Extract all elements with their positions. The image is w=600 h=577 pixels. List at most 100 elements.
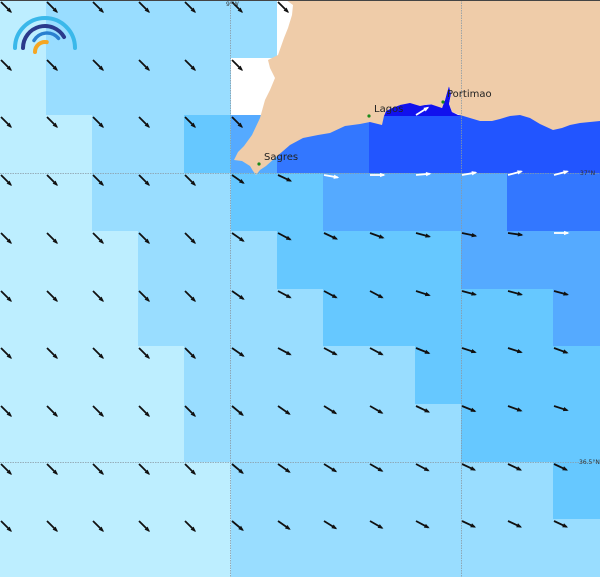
direction-arrow-icon bbox=[554, 230, 570, 236]
grid-cell bbox=[415, 404, 461, 462]
axis-labels: 9°W 37°N 36.5°N bbox=[226, 1, 600, 466]
direction-arrow-icon bbox=[138, 1, 150, 13]
direction-arrow-icon bbox=[323, 463, 338, 473]
grid-cell bbox=[231, 289, 277, 346]
direction-arrow-icon bbox=[231, 59, 243, 71]
logo-icon bbox=[13, 16, 77, 54]
grid-cell bbox=[231, 173, 277, 231]
direction-arrow-icon bbox=[0, 463, 12, 475]
grid-cell bbox=[323, 346, 369, 404]
grid-cell bbox=[461, 404, 507, 462]
direction-arrow-icon bbox=[138, 520, 150, 532]
direction-arrow-icon bbox=[323, 405, 338, 415]
grid-cell bbox=[415, 173, 461, 231]
direction-arrow-icon bbox=[138, 290, 150, 302]
direction-arrow-icon bbox=[0, 116, 12, 128]
direction-arrow-icon bbox=[92, 463, 104, 475]
direction-arrow-icon bbox=[461, 463, 477, 471]
direction-arrow-icon bbox=[369, 232, 385, 239]
grid-cell bbox=[369, 289, 415, 346]
direction-arrow-icon bbox=[415, 290, 431, 297]
direction-arrow-icon bbox=[323, 174, 340, 179]
direction-arrow-icon bbox=[231, 116, 243, 128]
direction-arrow-icon bbox=[369, 347, 384, 356]
direction-arrow-icon bbox=[323, 347, 338, 356]
direction-arrow-icon bbox=[507, 405, 523, 412]
direction-arrow-icon bbox=[323, 232, 339, 240]
grid-cell bbox=[277, 231, 323, 289]
direction-arrow-icon bbox=[184, 1, 196, 13]
grid-cell bbox=[507, 231, 553, 289]
grid-cell bbox=[231, 346, 277, 404]
grid-cell bbox=[507, 173, 553, 231]
logo-arc bbox=[21, 24, 67, 50]
direction-arrow-icon bbox=[92, 290, 104, 302]
direction-arrow-icon bbox=[277, 520, 291, 530]
direction-arrow-icon bbox=[231, 232, 245, 242]
direction-arrow-icon bbox=[46, 174, 58, 186]
place-markers: Sagres Lagos Portimao bbox=[257, 89, 492, 166]
land-layer bbox=[234, 0, 600, 175]
grid-cell bbox=[415, 115, 461, 173]
direction-arrow-icon bbox=[184, 347, 196, 359]
grid-cell bbox=[507, 404, 553, 462]
direction-arrow-icon bbox=[138, 405, 150, 417]
grid-cell bbox=[277, 519, 323, 577]
grid-cell bbox=[277, 173, 323, 231]
grid-cell bbox=[323, 519, 369, 577]
direction-arrow-icon bbox=[46, 232, 58, 244]
direction-arrow-icon bbox=[0, 59, 12, 71]
portugal-coast-land bbox=[234, 0, 600, 175]
direction-arrow-icon bbox=[46, 463, 58, 475]
direction-arrow-icon bbox=[46, 347, 58, 359]
direction-arrow-icon bbox=[0, 174, 12, 186]
grid-cell bbox=[369, 231, 415, 289]
grid-cell bbox=[415, 462, 461, 519]
direction-arrow-icon bbox=[231, 520, 244, 531]
direction-arrow-icon bbox=[553, 290, 569, 296]
grid-cell bbox=[277, 289, 323, 346]
place-label-portimao: Portimao bbox=[447, 89, 492, 100]
direction-arrow-icon bbox=[92, 174, 104, 186]
direction-arrow-icon bbox=[46, 59, 58, 71]
grid-cell bbox=[415, 231, 461, 289]
direction-arrow-icon bbox=[92, 405, 104, 417]
direction-arrow-icon bbox=[184, 290, 196, 302]
grid-cell bbox=[553, 289, 600, 346]
direction-arrow-icon bbox=[231, 1, 243, 13]
grid-cell bbox=[231, 462, 277, 519]
direction-arrow-icon bbox=[323, 290, 338, 299]
direction-arrow-icon bbox=[184, 463, 196, 475]
grid-cell bbox=[323, 404, 369, 462]
direction-arrow-icon bbox=[138, 463, 150, 475]
place-label-lagos: Lagos bbox=[374, 104, 403, 115]
grid-cell bbox=[369, 519, 415, 577]
direction-arrow-icon bbox=[461, 520, 477, 528]
direction-arrow-icon bbox=[277, 290, 292, 299]
direction-arrow-icon bbox=[507, 463, 523, 471]
direction-arrow-icon bbox=[184, 232, 196, 244]
direction-arrow-icon bbox=[0, 290, 12, 302]
grid-cell bbox=[277, 462, 323, 519]
lat-label-37n: 37°N bbox=[580, 170, 595, 177]
direction-arrow-icon bbox=[0, 520, 12, 532]
grid-cell bbox=[415, 519, 461, 577]
direction-arrow-icon bbox=[0, 232, 12, 244]
grid-cell bbox=[553, 519, 600, 577]
grid-cell bbox=[231, 404, 277, 462]
direction-arrow-icon bbox=[92, 347, 104, 359]
direction-arrow-icon bbox=[184, 59, 196, 71]
direction-arrow-icon bbox=[138, 174, 150, 186]
direction-arrow-icon bbox=[277, 405, 291, 415]
direction-arrow-icon bbox=[553, 463, 569, 471]
direction-arrow-icon bbox=[138, 116, 150, 128]
grid-cell bbox=[369, 173, 415, 231]
direction-arrow-icon bbox=[507, 347, 523, 354]
grid-cell bbox=[553, 404, 600, 462]
direction-arrow-icon bbox=[553, 170, 569, 176]
direction-arrow-icon bbox=[92, 116, 104, 128]
direction-arrow-icon bbox=[415, 106, 430, 116]
